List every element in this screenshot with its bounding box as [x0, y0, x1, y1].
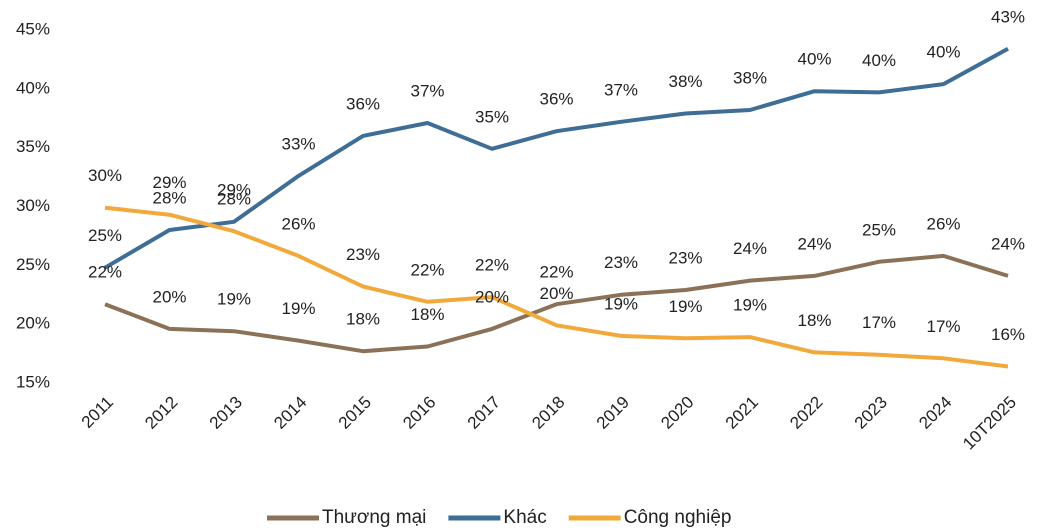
data-label: 22%: [410, 260, 444, 279]
legend-item: Khác: [448, 507, 547, 528]
data-label: 29%: [217, 180, 251, 199]
x-tick-label: 2014: [270, 393, 310, 433]
data-label: 22%: [88, 263, 122, 282]
data-label: 19%: [668, 297, 702, 316]
y-tick-label: 30%: [16, 196, 50, 215]
data-label: 18%: [410, 305, 444, 324]
data-label: 24%: [797, 234, 831, 253]
data-label: 19%: [281, 299, 315, 318]
data-label: 19%: [604, 294, 638, 313]
data-label: 19%: [733, 296, 767, 315]
legend-label: Thương mại: [322, 507, 426, 528]
data-label: 20%: [539, 284, 573, 303]
data-label: 23%: [668, 249, 702, 268]
legend-item: Thương mại: [267, 507, 426, 528]
data-label: 22%: [539, 263, 573, 282]
data-label: 37%: [604, 80, 638, 99]
data-label: 22%: [475, 256, 509, 275]
data-label: 17%: [862, 313, 896, 332]
data-label: 19%: [217, 290, 251, 309]
data-label: 40%: [797, 50, 831, 69]
data-label: 23%: [604, 253, 638, 272]
data-label: 24%: [991, 234, 1025, 253]
data-label: 30%: [88, 166, 122, 185]
x-tick-label: 2015: [335, 393, 375, 433]
data-label: 20%: [152, 287, 186, 306]
data-label: 36%: [539, 90, 573, 109]
data-label: 38%: [733, 68, 767, 87]
data-label: 37%: [410, 81, 444, 100]
x-tick-label: 2022: [786, 393, 826, 433]
data-label: 26%: [926, 214, 960, 233]
legend-label: Khác: [503, 507, 546, 528]
x-tick-label: 2016: [399, 393, 439, 433]
data-label: 18%: [346, 310, 380, 329]
x-tick-label: 2023: [851, 393, 891, 433]
data-label: 20%: [475, 287, 509, 306]
x-tick-label: 2020: [657, 393, 697, 433]
y-tick-label: 20%: [16, 314, 50, 333]
data-label: 38%: [668, 72, 702, 91]
data-label: 28%: [152, 189, 186, 208]
data-label: 28%: [217, 190, 251, 209]
line-series: [104, 205, 1009, 369]
data-label: 40%: [926, 43, 960, 62]
x-tick-label: 10T2025: [959, 393, 1020, 454]
data-label: 18%: [797, 311, 831, 330]
legend-item: Công nghiệp: [568, 507, 732, 528]
x-tick-label: 2024: [915, 393, 955, 433]
x-tick-label: 2017: [464, 393, 504, 433]
data-label: 16%: [991, 325, 1025, 344]
data-label: 33%: [281, 134, 315, 153]
y-tick-label: 35%: [16, 137, 50, 156]
y-tick-label: 40%: [16, 78, 50, 97]
y-tick-label: 45%: [16, 19, 50, 38]
data-label: 36%: [346, 94, 380, 113]
data-label: 43%: [991, 7, 1025, 26]
data-label: 17%: [926, 317, 960, 336]
x-tick-label: 2019: [593, 393, 633, 433]
data-label: 35%: [475, 107, 509, 126]
x-tick-label: 2012: [141, 393, 181, 433]
data-label: 24%: [733, 239, 767, 258]
x-tick-label: 2011: [78, 393, 117, 432]
data-label: 26%: [281, 214, 315, 233]
data-label: 23%: [346, 245, 380, 264]
legend-label: Công nghiệp: [624, 507, 732, 528]
x-tick-label: 2021: [722, 393, 762, 433]
line-series: [103, 47, 1009, 270]
x-tick-label: 2013: [206, 393, 246, 433]
line-series: [104, 253, 1009, 354]
data-label: 40%: [862, 51, 896, 70]
data-label: 25%: [862, 220, 896, 239]
data-label: 25%: [88, 226, 122, 245]
y-tick-label: 25%: [16, 255, 50, 274]
data-label: 29%: [152, 173, 186, 192]
y-tick-label: 15%: [16, 372, 50, 391]
x-tick-label: 2018: [528, 393, 568, 433]
